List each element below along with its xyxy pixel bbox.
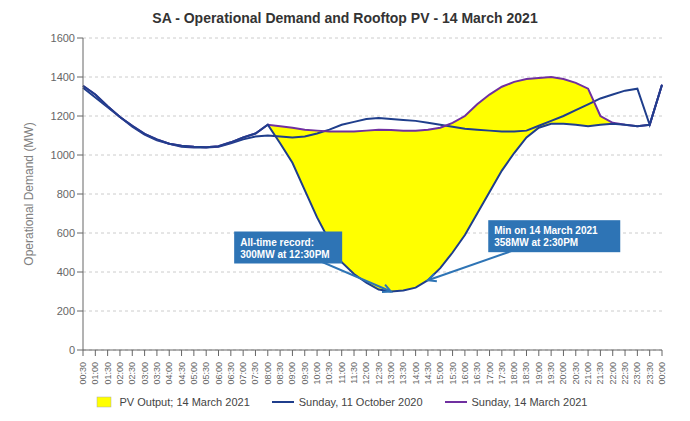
svg-text:00:00: 00:00 bbox=[657, 362, 667, 385]
html-text:PV Output; 14 March 2021: PV Output; 14 March 2021 bbox=[119, 396, 250, 408]
svg-text:07:00: 07:00 bbox=[238, 362, 248, 385]
svg-text:15:30: 15:30 bbox=[448, 362, 458, 385]
svg-text:03:00: 03:00 bbox=[140, 362, 150, 385]
html-text:Sunday, 14 March 2021: Sunday, 14 March 2021 bbox=[471, 396, 588, 408]
svg-text:14:30: 14:30 bbox=[423, 362, 433, 385]
svg-text:05:00: 05:00 bbox=[189, 362, 199, 385]
svg-text:01:30: 01:30 bbox=[103, 362, 113, 385]
svg-text:09:30: 09:30 bbox=[300, 362, 310, 385]
svg-text:20:00: 20:00 bbox=[558, 362, 568, 385]
svg-text:17:00: 17:00 bbox=[485, 362, 495, 385]
svg-text:23:30: 23:30 bbox=[645, 362, 655, 385]
svg-text:21:00: 21:00 bbox=[583, 362, 593, 385]
svg-text:18:30: 18:30 bbox=[521, 362, 531, 385]
svg-text:20:30: 20:30 bbox=[571, 362, 581, 385]
svg-text:800: 800 bbox=[57, 188, 75, 200]
svg-text:12:00: 12:00 bbox=[361, 362, 371, 385]
svg-text:04:00: 04:00 bbox=[164, 362, 174, 385]
svg-text:07:30: 07:30 bbox=[250, 362, 260, 385]
html-text:Sunday, 11 October 2020: Sunday, 11 October 2020 bbox=[298, 396, 423, 408]
svg-text:Operational Demand (MW): Operational Demand (MW) bbox=[22, 122, 36, 265]
svg-text:23:00: 23:00 bbox=[632, 362, 642, 385]
svg-text:Min on 14 March 2021358MW at 2: Min on 14 March 2021358MW at 2:30PM bbox=[494, 225, 598, 248]
svg-text:1400: 1400 bbox=[51, 71, 75, 83]
svg-text:10:30: 10:30 bbox=[324, 362, 334, 385]
svg-text:22:00: 22:00 bbox=[608, 362, 618, 385]
svg-text:17:30: 17:30 bbox=[497, 362, 507, 385]
svg-text:02:00: 02:00 bbox=[115, 362, 125, 385]
html-text:SA - Operational Demand and Ro: SA - Operational Demand and Rooftop PV -… bbox=[152, 10, 538, 26]
svg-text:12:30: 12:30 bbox=[374, 362, 384, 385]
svg-text:0: 0 bbox=[69, 344, 75, 356]
svg-text:01:00: 01:00 bbox=[90, 362, 100, 385]
svg-text:06:00: 06:00 bbox=[214, 362, 224, 385]
svg-text:11:30: 11:30 bbox=[349, 362, 359, 384]
svg-text:10:00: 10:00 bbox=[312, 362, 322, 385]
svg-text:02:30: 02:30 bbox=[127, 362, 137, 385]
svg-text:400: 400 bbox=[57, 266, 75, 278]
svg-text:09:00: 09:00 bbox=[287, 362, 297, 385]
svg-text:21:30: 21:30 bbox=[595, 362, 605, 385]
svg-text:1600: 1600 bbox=[51, 32, 75, 44]
svg-text:03:30: 03:30 bbox=[152, 362, 162, 385]
svg-text:200: 200 bbox=[57, 305, 75, 317]
svg-text:16:00: 16:00 bbox=[460, 362, 470, 385]
svg-text:11:00: 11:00 bbox=[337, 362, 347, 384]
svg-text:1000: 1000 bbox=[51, 149, 75, 161]
svg-text:04:30: 04:30 bbox=[177, 362, 187, 385]
svg-text:06:30: 06:30 bbox=[226, 362, 236, 385]
svg-text:14:00: 14:00 bbox=[411, 362, 421, 385]
svg-text:13:00: 13:00 bbox=[386, 362, 396, 385]
svg-text:1200: 1200 bbox=[51, 110, 75, 122]
svg-text:19:00: 19:00 bbox=[534, 362, 544, 385]
svg-text:All-time record:300MW at 12:30: All-time record:300MW at 12:30PM bbox=[240, 237, 329, 260]
svg-text:00:30: 00:30 bbox=[78, 362, 88, 385]
svg-text:08:30: 08:30 bbox=[275, 362, 285, 385]
svg-text:22:30: 22:30 bbox=[620, 362, 630, 385]
svg-text:15:00: 15:00 bbox=[435, 362, 445, 385]
svg-text:19:30: 19:30 bbox=[546, 362, 556, 385]
svg-text:600: 600 bbox=[57, 227, 75, 239]
svg-text:18:00: 18:00 bbox=[509, 362, 519, 385]
svg-text:08:00: 08:00 bbox=[263, 362, 273, 385]
svg-text:16:30: 16:30 bbox=[472, 362, 482, 385]
svg-text:05:30: 05:30 bbox=[201, 362, 211, 385]
svg-text:13:30: 13:30 bbox=[398, 362, 408, 385]
